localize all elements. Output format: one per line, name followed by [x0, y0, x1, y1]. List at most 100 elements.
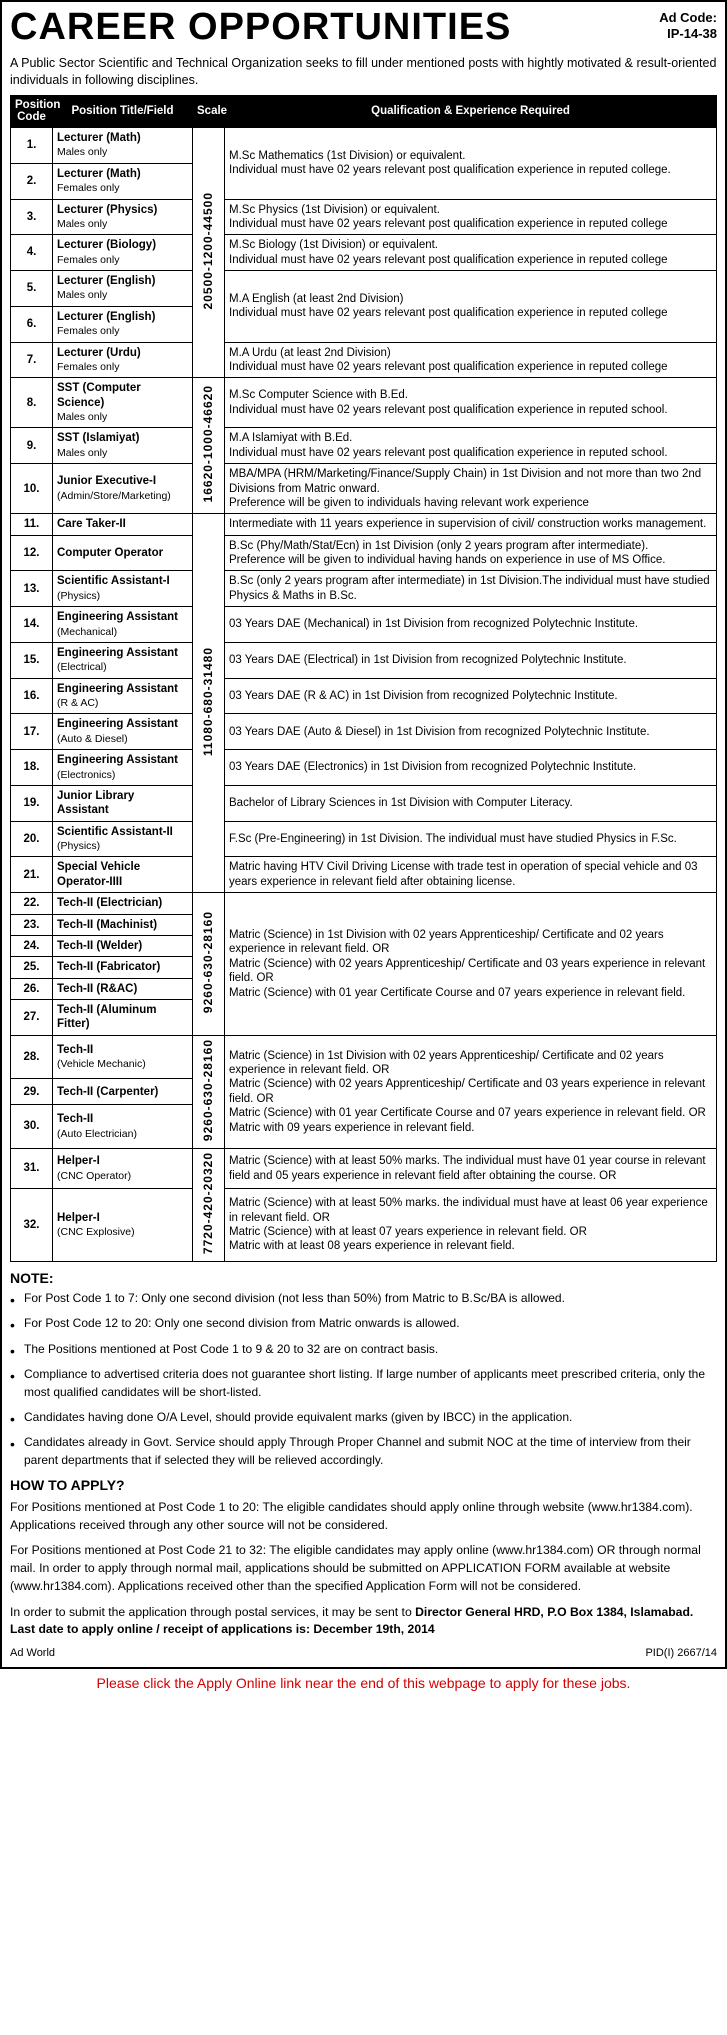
table-row: 12.Computer OperatorB.Sc (Phy/Math/Stat/…: [11, 535, 717, 571]
col-qual: Qualification & Experience Required: [225, 95, 717, 127]
table-row: 11.Care Taker-II11080-680-31480Intermedi…: [11, 514, 717, 535]
row-qualification: M.Sc Mathematics (1st Division) or equiv…: [225, 128, 717, 200]
howto-block: For Positions mentioned at Post Code 1 t…: [10, 1499, 717, 1639]
row-title: Tech-II (Machinist): [53, 914, 193, 935]
row-code: 32.: [11, 1189, 53, 1262]
table-row: 10.Junior Executive-I(Admin/Store/Market…: [11, 464, 717, 514]
row-qualification: Matric (Science) with at least 50% marks…: [225, 1148, 717, 1188]
row-title: Tech-II (Electrician): [53, 893, 193, 914]
row-code: 15.: [11, 642, 53, 678]
row-code: 18.: [11, 750, 53, 786]
note-item: Candidates having done O/A Level, should…: [10, 1409, 717, 1426]
row-title: Tech-II(Vehicle Mechanic): [53, 1035, 193, 1079]
row-qualification: Matric (Science) in 1st Division with 02…: [225, 893, 717, 1036]
row-qualification: M.A English (at least 2nd Division)Indiv…: [225, 271, 717, 343]
row-code: 23.: [11, 914, 53, 935]
table-row: 1.Lecturer (Math)Males only20500-1200-44…: [11, 128, 717, 164]
row-code: 26.: [11, 978, 53, 999]
row-code: 5.: [11, 271, 53, 307]
note-item: Candidates already in Govt. Service shou…: [10, 1434, 717, 1469]
howto-paragraph: For Positions mentioned at Post Code 21 …: [10, 1542, 717, 1595]
table-row: 4.Lecturer (Biology)Females onlyM.Sc Bio…: [11, 235, 717, 271]
table-row: 15.Engineering Assistant(Electrical)03 Y…: [11, 642, 717, 678]
col-title: Position Title/Field: [53, 95, 193, 127]
row-title: Tech-II (R&AC): [53, 978, 193, 999]
table-row: 19.Junior Library Assistant Bachelor of L…: [11, 785, 717, 821]
row-title: Tech-II (Welder): [53, 935, 193, 956]
howto-paragraph: For Positions mentioned at Post Code 1 t…: [10, 1499, 717, 1534]
col-scale: Scale: [193, 95, 225, 127]
note-item: For Post Code 1 to 7: Only one second di…: [10, 1290, 717, 1307]
note-item: The Positions mentioned at Post Code 1 t…: [10, 1341, 717, 1358]
page-title: CAREER OPPORTUNITIES: [10, 6, 511, 49]
row-code: 3.: [11, 199, 53, 235]
row-title: Tech-II (Carpenter): [53, 1079, 193, 1105]
row-qualification: Matric having HTV Civil Driving License …: [225, 857, 717, 893]
row-qualification: Matric (Science) with at least 50% marks…: [225, 1189, 717, 1262]
row-qualification: B.Sc (only 2 years program after interme…: [225, 571, 717, 607]
ad-code-value: IP-14-38: [667, 26, 717, 41]
note-item: For Post Code 12 to 20: Only one second …: [10, 1315, 717, 1332]
row-code: 31.: [11, 1148, 53, 1188]
table-row: 8.SST (Computer Science)Males only16620-…: [11, 378, 717, 428]
row-code: 28.: [11, 1035, 53, 1079]
footer-row: Ad World PID(I) 2667/14: [10, 1647, 717, 1659]
row-title: Helper-I(CNC Operator): [53, 1148, 193, 1188]
ad-code-block: Ad Code: IP-14-38: [659, 6, 717, 41]
row-title: Junior Library Assistant: [53, 785, 193, 821]
table-row: 7.Lecturer (Urdu)Females onlyM.A Urdu (a…: [11, 342, 717, 378]
table-row: 14.Engineering Assistant(Mechanical)03 Y…: [11, 607, 717, 643]
row-code: 12.: [11, 535, 53, 571]
table-row: 20.Scientific Assistant-II(Physics)F.Sc …: [11, 821, 717, 857]
row-code: 25.: [11, 957, 53, 978]
table-row: 31.Helper-I(CNC Operator)7720-420-20320M…: [11, 1148, 717, 1188]
footer-left: Ad World: [10, 1647, 55, 1659]
row-title: Engineering Assistant(Auto & Diesel): [53, 714, 193, 750]
row-title: Tech-II (Fabricator): [53, 957, 193, 978]
row-qualification: F.Sc (Pre-Engineering) in 1st Division. …: [225, 821, 717, 857]
row-title: Lecturer (Math)Males only: [53, 128, 193, 164]
table-row: 13.Scientific Assistant-I(Physics)B.Sc (…: [11, 571, 717, 607]
row-code: 4.: [11, 235, 53, 271]
table-row: 9.SST (Islamiyat)Males onlyM.A Islamiyat…: [11, 428, 717, 464]
row-code: 11.: [11, 514, 53, 535]
row-qualification: B.Sc (Phy/Math/Stat/Ecn) in 1st Division…: [225, 535, 717, 571]
table-header-row: Position Code Position Title/Field Scale…: [11, 95, 717, 127]
row-qualification: 03 Years DAE (R & AC) in 1st Division fr…: [225, 678, 717, 714]
row-code: 19.: [11, 785, 53, 821]
table-row: 18.Engineering Assistant(Electronics)03 …: [11, 750, 717, 786]
row-title: Engineering Assistant(R & AC): [53, 678, 193, 714]
row-title: Lecturer (Biology)Females only: [53, 235, 193, 271]
row-code: 13.: [11, 571, 53, 607]
table-row: 3.Lecturer (Physics)Males onlyM.Sc Physi…: [11, 199, 717, 235]
row-title: Tech-II(Auto Electrician): [53, 1105, 193, 1149]
row-code: 30.: [11, 1105, 53, 1149]
job-ad-page: CAREER OPPORTUNITIES Ad Code: IP-14-38 A…: [0, 0, 727, 1669]
row-title: Lecturer (Physics)Males only: [53, 199, 193, 235]
row-title: Junior Executive-I(Admin/Store/Marketing…: [53, 464, 193, 514]
row-code: 2.: [11, 163, 53, 199]
row-title: Helper-I(CNC Explosive): [53, 1189, 193, 1262]
note-item: Compliance to advertised criteria does n…: [10, 1366, 717, 1401]
row-title: Lecturer (English)Females only: [53, 306, 193, 342]
row-title: Engineering Assistant(Mechanical): [53, 607, 193, 643]
row-scale: 9260-630-28160: [193, 893, 225, 1036]
row-qualification: Bachelor of Library Sciences in 1st Divi…: [225, 785, 717, 821]
row-scale: 20500-1200-44500: [193, 128, 225, 378]
row-code: 21.: [11, 857, 53, 893]
table-row: 16.Engineering Assistant(R & AC)03 Years…: [11, 678, 717, 714]
howto-paragraph: In order to submit the application throu…: [10, 1604, 717, 1639]
row-scale: 11080-680-31480: [193, 514, 225, 893]
row-title: Tech-II (Aluminum Fitter): [53, 1000, 193, 1036]
row-title: Engineering Assistant(Electrical): [53, 642, 193, 678]
row-scale: 16620-1000-46620: [193, 378, 225, 514]
row-title: Care Taker-II: [53, 514, 193, 535]
row-title: Engineering Assistant(Electronics): [53, 750, 193, 786]
howto-header: HOW TO APPLY?: [10, 1477, 717, 1493]
row-qualification: Intermediate with 11 years experience in…: [225, 514, 717, 535]
row-code: 29.: [11, 1079, 53, 1105]
intro-text: A Public Sector Scientific and Technical…: [10, 55, 717, 89]
row-code: 22.: [11, 893, 53, 914]
row-qualification: M.A Islamiyat with B.Ed.Individual must …: [225, 428, 717, 464]
row-code: 10.: [11, 464, 53, 514]
